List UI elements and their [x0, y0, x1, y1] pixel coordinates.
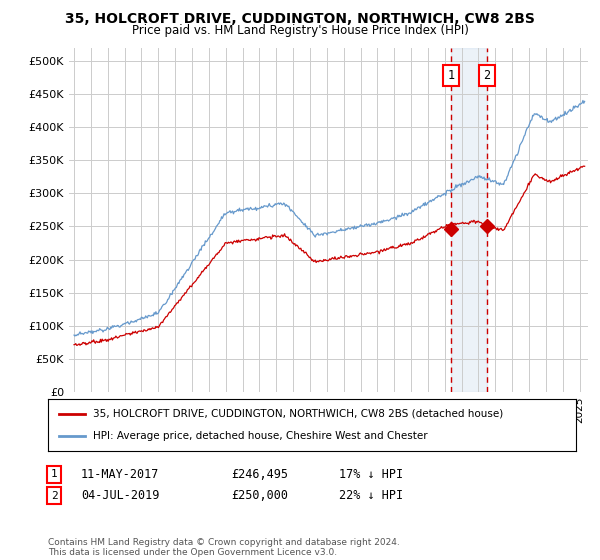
Text: 35, HOLCROFT DRIVE, CUDDINGTON, NORTHWICH, CW8 2BS (detached house): 35, HOLCROFT DRIVE, CUDDINGTON, NORTHWIC…: [93, 409, 503, 419]
Text: 1: 1: [50, 469, 58, 479]
Text: 2: 2: [50, 491, 58, 501]
Text: 2: 2: [484, 69, 490, 82]
Bar: [451, 48, 487, 392]
Text: Contains HM Land Registry data © Crown copyright and database right 2024.
This d: Contains HM Land Registry data © Crown c…: [48, 538, 400, 557]
Text: 35, HOLCROFT DRIVE, CUDDINGTON, NORTHWICH, CW8 2BS: 35, HOLCROFT DRIVE, CUDDINGTON, NORTHWIC…: [65, 12, 535, 26]
Text: HPI: Average price, detached house, Cheshire West and Chester: HPI: Average price, detached house, Ches…: [93, 431, 428, 441]
Text: £250,000: £250,000: [231, 489, 288, 502]
Text: 1: 1: [447, 69, 454, 82]
Text: 11-MAY-2017: 11-MAY-2017: [81, 468, 160, 481]
Text: 17% ↓ HPI: 17% ↓ HPI: [339, 468, 403, 481]
Text: Price paid vs. HM Land Registry's House Price Index (HPI): Price paid vs. HM Land Registry's House …: [131, 24, 469, 37]
Text: 04-JUL-2019: 04-JUL-2019: [81, 489, 160, 502]
Text: £246,495: £246,495: [231, 468, 288, 481]
Text: 22% ↓ HPI: 22% ↓ HPI: [339, 489, 403, 502]
